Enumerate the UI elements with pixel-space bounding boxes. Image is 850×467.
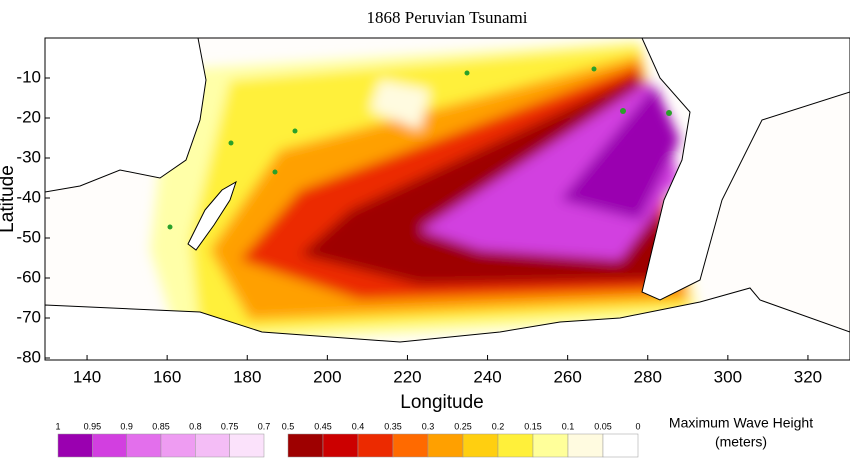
y-tick-label: -70 xyxy=(16,307,41,326)
colorbar-tick-label: 0.85 xyxy=(152,421,170,431)
y-tick-label: -60 xyxy=(16,267,41,286)
colorbar-swatch xyxy=(567,433,604,458)
station xyxy=(272,169,278,175)
y-axis-label: Latitude xyxy=(0,165,18,233)
colorbar-tick-label: 0.3 xyxy=(422,421,435,431)
colorbar-tick-label: 0.25 xyxy=(454,421,472,431)
australia xyxy=(45,38,207,193)
wave-band xyxy=(420,80,680,260)
colorbar-swatch xyxy=(229,433,265,458)
colorbar-swatch xyxy=(57,433,93,458)
colorbar-tick-label: 0.2 xyxy=(492,421,505,431)
x-tick-label: 300 xyxy=(714,367,742,386)
colorbar-tick-label: 0 xyxy=(635,421,640,431)
antarctica xyxy=(45,287,850,360)
colorbar-swatch xyxy=(160,433,196,458)
y-tick-label: -40 xyxy=(16,187,41,206)
station xyxy=(167,224,173,230)
x-tick-label: 220 xyxy=(393,367,421,386)
station xyxy=(228,140,234,146)
colorbar-swatch xyxy=(462,433,499,458)
y-tick-label: -10 xyxy=(16,67,41,86)
station xyxy=(292,128,298,134)
colorbar-tick-label: 0.95 xyxy=(84,421,102,431)
colorbar-tick-label: 0.05 xyxy=(594,421,612,431)
new-zealand xyxy=(187,180,237,251)
colorbar-swatch xyxy=(322,433,359,458)
x-axis-label: Longitude xyxy=(400,392,483,413)
colorbar-swatch xyxy=(392,433,429,458)
colorbar-tick-label: 0.5 xyxy=(282,421,295,431)
x-tick-label: 240 xyxy=(473,367,501,386)
colorbar-tick-label: 0.15 xyxy=(524,421,542,431)
colorbar-swatch xyxy=(195,433,230,458)
colorbar-tick-label: 0.75 xyxy=(221,421,239,431)
colorbar-title: (meters) xyxy=(715,434,767,450)
station xyxy=(620,108,626,114)
south-america xyxy=(641,38,850,301)
x-tick-label: 160 xyxy=(153,367,181,386)
colorbar-tick-label: 0.4 xyxy=(352,421,365,431)
x-tick-label: 140 xyxy=(73,367,101,386)
colorbar-swatch xyxy=(287,433,324,458)
colorbar-swatch xyxy=(497,433,534,458)
x-tick-label: 200 xyxy=(313,367,341,386)
station xyxy=(591,66,597,72)
colorbar-tick-label: 1 xyxy=(55,421,60,431)
colorbar-tick-label: 0.8 xyxy=(189,421,202,431)
colorbar-swatch xyxy=(357,433,394,458)
wave-band xyxy=(560,85,680,220)
x-tick-label: 260 xyxy=(553,367,581,386)
colorbar-title: Maximum Wave Height xyxy=(669,415,813,431)
map-area xyxy=(45,38,850,360)
y-tick-label: -20 xyxy=(16,107,41,126)
colorbar-tick-label: 0.35 xyxy=(384,421,402,431)
x-tick-label: 320 xyxy=(794,367,822,386)
y-tick-label: -50 xyxy=(16,227,41,246)
y-tick-label: -80 xyxy=(16,347,41,366)
stations xyxy=(167,66,672,230)
wave-field xyxy=(150,40,700,345)
colorbar-tick-label: 0.9 xyxy=(120,421,133,431)
colorbar-swatch xyxy=(92,433,127,458)
x-tick-label: 180 xyxy=(233,367,261,386)
colorbar-tick-label: 0.45 xyxy=(314,421,332,431)
station xyxy=(666,110,672,116)
colorbar-tick-label: 0.7 xyxy=(258,421,271,431)
plot-frame xyxy=(44,37,850,361)
colorbar-swatch xyxy=(532,433,569,458)
colorbar-swatch xyxy=(602,433,639,458)
colorbar-swatch xyxy=(126,433,162,458)
x-tick-label: 280 xyxy=(634,367,662,386)
y-tick-label: -30 xyxy=(16,147,41,166)
station xyxy=(464,70,470,76)
colorbar-tick-label: 0.1 xyxy=(562,421,575,431)
colorbar-swatch xyxy=(427,433,464,458)
chart-title: 1868 Peruvian Tsunami xyxy=(367,8,528,27)
wave-band xyxy=(370,80,430,130)
